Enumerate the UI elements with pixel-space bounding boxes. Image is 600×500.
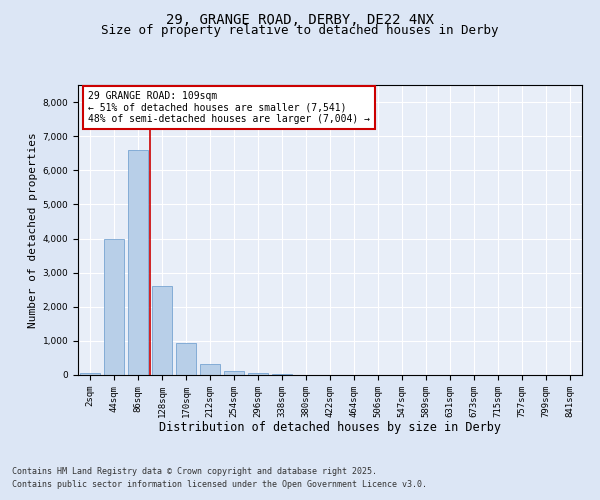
Text: 29, GRANGE ROAD, DERBY, DE22 4NX: 29, GRANGE ROAD, DERBY, DE22 4NX (166, 12, 434, 26)
Text: Contains public sector information licensed under the Open Government Licence v3: Contains public sector information licen… (12, 480, 427, 489)
X-axis label: Distribution of detached houses by size in Derby: Distribution of detached houses by size … (159, 421, 501, 434)
Bar (224, 370, 244, 375)
Bar (128, 150, 148, 375)
Bar (200, 364, 220, 375)
Bar (272, 374, 292, 375)
Bar (80, 374, 100, 375)
Bar (104, 238, 124, 375)
Text: 29 GRANGE ROAD: 109sqm
← 51% of detached houses are smaller (7,541)
48% of semi-: 29 GRANGE ROAD: 109sqm ← 51% of detached… (88, 91, 370, 124)
Text: Size of property relative to detached houses in Derby: Size of property relative to detached ho… (101, 24, 499, 37)
Text: Contains HM Land Registry data © Crown copyright and database right 2025.: Contains HM Land Registry data © Crown c… (12, 467, 377, 476)
Y-axis label: Number of detached properties: Number of detached properties (28, 132, 38, 328)
Bar (176, 342, 196, 375)
Bar (152, 286, 172, 375)
Bar (248, 374, 268, 375)
